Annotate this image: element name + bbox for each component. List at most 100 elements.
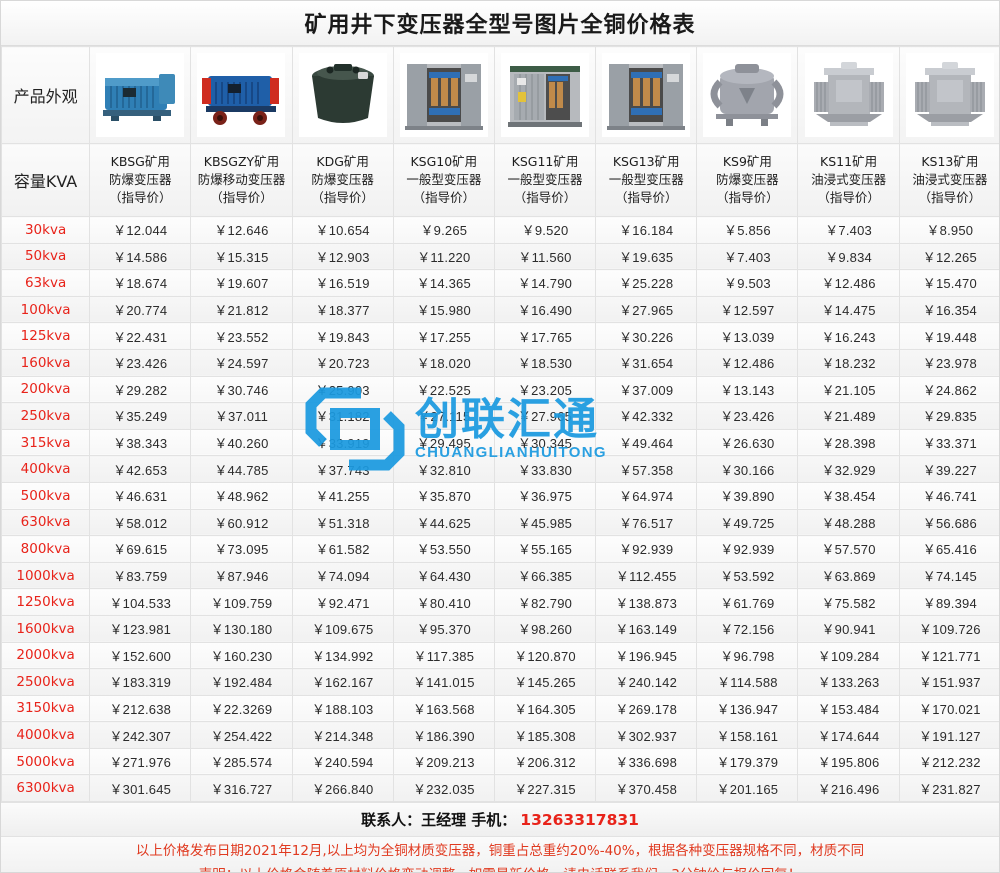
price-cell: ￥152.600 <box>89 641 192 670</box>
price-cell: ￥32.810 <box>392 455 495 483</box>
product-name-cell-2: KBSGZY矿用 防爆移动变压器 （指导价） <box>190 143 293 217</box>
product-name-label: KSG10矿用 一般型变压器 （指导价） <box>394 153 494 207</box>
price-cell: ￥23.426 <box>89 348 192 377</box>
table-row: 2500kva ￥183.319 ￥192.484 ￥162.167 ￥141.015 ￥… <box>1 668 999 696</box>
price-cell: ￥61.769 <box>696 588 799 616</box>
product-name-label: KBSGZY矿用 防爆移动变压器 （指导价） <box>191 153 291 207</box>
product-name-line-3: （指导价） <box>513 190 577 206</box>
price-cell: ￥16.490 <box>493 295 597 324</box>
price-cell: ￥23.552 <box>190 322 293 350</box>
price-cell: ￥12.903 <box>291 242 394 271</box>
product-name-line-3: （指导价） <box>716 190 779 206</box>
price-cell: ￥25.228 <box>595 269 698 297</box>
product-name-cell-7: KS9矿用 防爆变压器 （指导价） <box>696 143 799 217</box>
price-cell: ￥42.332 <box>595 402 698 430</box>
price-cell: ￥121.771 <box>898 641 999 670</box>
capacity-cell: 500kva <box>1 481 91 510</box>
capacity-cell: 4000kva <box>1 721 91 749</box>
price-cell: ￥242.307 <box>89 721 192 749</box>
price-cell: ￥89.394 <box>898 588 999 616</box>
price-cell: ￥214.348 <box>291 721 394 749</box>
price-cell: ￥11.220 <box>392 242 495 271</box>
product-name-cell-3: KDG矿用 防爆变压器 （指导价） <box>291 143 394 217</box>
price-cell: ￥186.390 <box>392 721 495 749</box>
row-header-appearance: 产品外观 <box>1 46 91 144</box>
product-image-cell-9 <box>898 46 999 144</box>
price-cell: ￥151.937 <box>898 668 999 696</box>
price-cell: ￥302.937 <box>595 721 698 749</box>
price-cell: ￥31.182 <box>291 402 394 430</box>
price-cell: ￥64.430 <box>392 561 495 590</box>
price-cell: ￥9.520 <box>493 216 597 244</box>
price-cell: ￥29.835 <box>898 402 999 430</box>
price-cell: ￥98.260 <box>493 614 597 643</box>
price-cell: ￥56.686 <box>898 508 999 537</box>
price-cell: ￥212.638 <box>89 694 192 723</box>
price-cell: ￥195.806 <box>797 747 900 776</box>
price-cell: ￥46.631 <box>89 481 192 510</box>
price-cell: ￥21.489 <box>797 402 900 430</box>
product-name-label: KS13矿用 油浸式变压器 （指导价） <box>900 153 999 207</box>
contact-phone[interactable]: 13263317831 <box>520 810 639 829</box>
price-cell: ￥13.039 <box>696 322 799 350</box>
notice-line-1: 以上价格发布日期2021年12月,以上均为全铜材质变压器，铜重占总重约20%-4… <box>135 843 865 860</box>
transformer-kdg-drum-icon <box>298 53 387 137</box>
price-cell: ￥49.464 <box>595 428 698 457</box>
product-image-cell-1 <box>89 46 192 144</box>
price-cell: ￥120.870 <box>493 641 597 670</box>
product-name-line-3: （指导价） <box>817 190 880 206</box>
transformer-kbsg-icon <box>96 53 185 137</box>
product-name-cell-8: KS11矿用 油浸式变压器 （指导价） <box>797 143 900 217</box>
table-row: 6300kva ￥301.645 ￥316.727 ￥266.840 ￥232.035 ￥… <box>1 774 999 803</box>
price-cell: ￥22.431 <box>89 322 192 350</box>
price-cell: ￥9.834 <box>797 242 900 271</box>
product-name-cell-9: KS13矿用 油浸式变压器 （指导价） <box>898 143 999 217</box>
product-image-cell-8 <box>797 46 900 144</box>
capacity-cell: 1000kva <box>1 561 91 590</box>
price-cell: ￥83.759 <box>89 561 192 590</box>
product-name-line-1: KSG10矿用 <box>410 153 478 169</box>
capacity-cell: 630kva <box>1 508 91 537</box>
capacity-cell: 160kva <box>1 348 91 377</box>
price-cell: ￥57.358 <box>595 455 698 483</box>
capacity-cell: 400kva <box>1 455 91 483</box>
price-cell: ￥7.403 <box>797 216 900 244</box>
price-cell: ￥266.840 <box>291 774 394 803</box>
price-cell: ￥160.230 <box>190 641 293 670</box>
price-cell: ￥232.035 <box>392 774 495 803</box>
table-row: 5000kva ￥271.976 ￥285.574 ￥240.594 ￥209.213 ￥… <box>1 747 999 776</box>
price-cell: ￥141.015 <box>392 668 495 696</box>
price-cell: ￥12.265 <box>898 242 999 271</box>
price-cell: ￥191.127 <box>898 721 999 749</box>
table-row: 630kva ￥58.012 ￥60.912 ￥51.318 ￥44.625 ￥45.98… <box>1 508 999 537</box>
price-cell: ￥64.974 <box>595 481 698 510</box>
product-name-label: KSG11矿用 一般型变压器 （指导价） <box>495 153 595 207</box>
price-cell: ￥37.743 <box>291 455 394 483</box>
price-cell: ￥44.625 <box>392 508 495 537</box>
price-cell: ￥39.890 <box>696 481 799 510</box>
table-row: 1000kva ￥83.759 ￥87.946 ￥74.094 ￥64.430 ￥66.3… <box>1 561 999 590</box>
price-cell: ￥48.962 <box>190 481 293 510</box>
price-cell: ￥42.653 <box>89 455 192 483</box>
product-name-line-2: 油浸式变压器 <box>811 171 887 187</box>
price-cell: ￥92.471 <box>291 588 394 616</box>
price-cell: ￥114.588 <box>696 668 799 696</box>
capacity-cell: 2000kva <box>1 641 91 670</box>
table-row: 315kva ￥38.343 ￥40.260 ￥33.919 ￥29.495 ￥30.34… <box>1 428 999 457</box>
price-cell: ￥76.517 <box>595 508 698 537</box>
price-cell: ￥27.965 <box>595 295 698 324</box>
price-cell: ￥30.166 <box>696 455 799 483</box>
product-name-line-2: 一般型变压器 <box>507 171 583 187</box>
price-cell: ￥269.178 <box>595 694 698 723</box>
price-cell: ￥82.790 <box>493 588 597 616</box>
row-header-capacity-label: 容量KVA <box>13 172 78 191</box>
price-cell: ￥336.698 <box>595 747 698 776</box>
table-row: 1600kva ￥123.981 ￥130.180 ￥109.675 ￥95.370 ￥9… <box>1 614 999 643</box>
capacity-cell: 2500kva <box>1 668 91 696</box>
capacity-cell: 250kva <box>1 402 91 430</box>
product-name-line-1: KS13矿用 <box>921 153 979 169</box>
product-name-line-3: （指导价） <box>412 190 476 206</box>
price-cell: ￥18.020 <box>392 348 495 377</box>
transformer-ksg10-cabinet-icon <box>399 53 488 137</box>
